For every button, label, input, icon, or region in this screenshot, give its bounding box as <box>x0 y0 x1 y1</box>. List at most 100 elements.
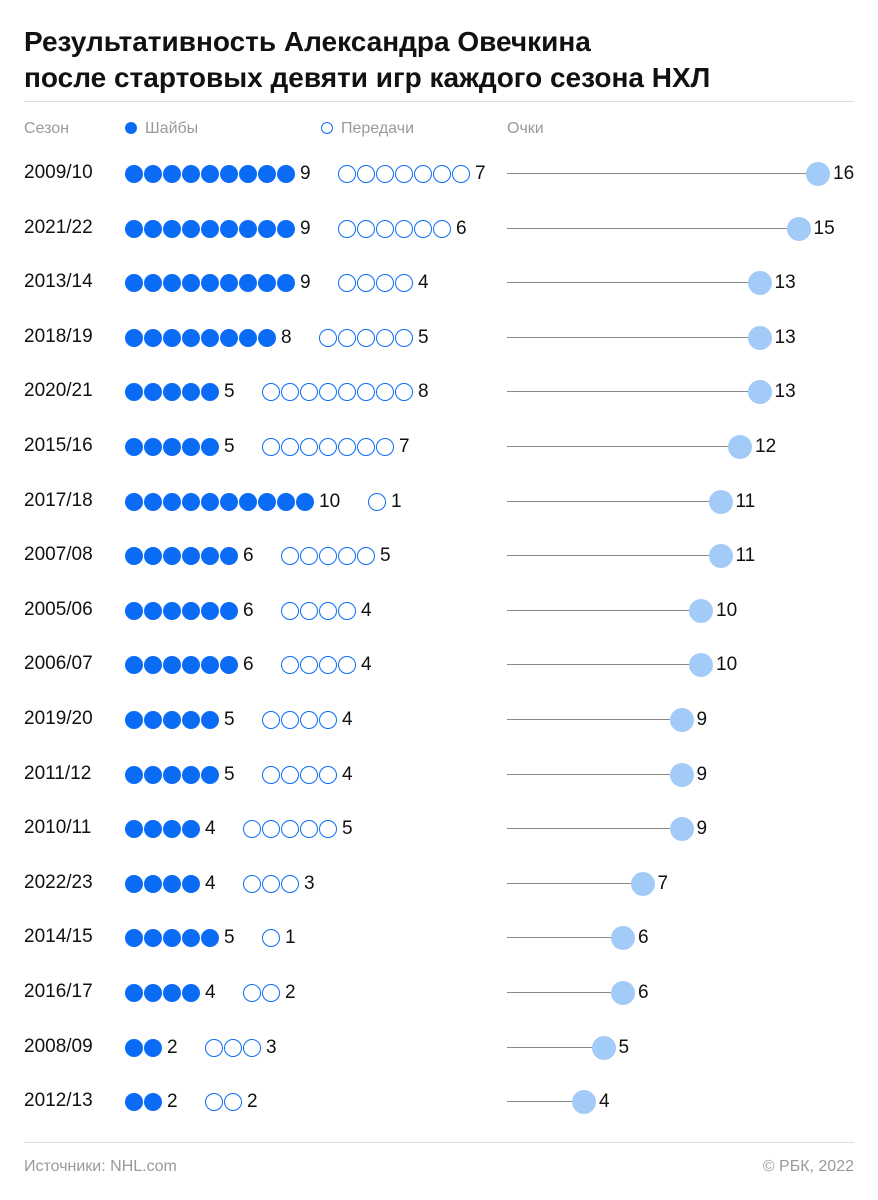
season-label: 2020/21 <box>24 380 93 402</box>
table-row: 2010/11 4 5 9 <box>0 813 878 843</box>
season-label: 2007/08 <box>24 544 93 566</box>
goal-dot <box>277 274 295 293</box>
points-dot <box>747 325 772 350</box>
assist-dot <box>224 1038 242 1057</box>
points-value: 16 <box>833 163 855 184</box>
goal-dot <box>201 219 219 238</box>
points-dot <box>786 216 811 241</box>
goal-dot <box>239 219 257 238</box>
goal-dot <box>125 165 143 183</box>
points-value: 13 <box>774 272 796 294</box>
assist-dot <box>300 438 318 456</box>
goals-value: 6 <box>243 599 254 621</box>
assist-dot <box>395 274 413 293</box>
goals-value: 4 <box>205 982 216 1003</box>
points-value: 10 <box>716 654 738 676</box>
assist-dot <box>376 274 394 293</box>
assist-dot <box>262 383 280 402</box>
assist-dot <box>433 219 451 238</box>
assist-dot <box>357 328 375 347</box>
season-label: 2022/23 <box>24 871 93 893</box>
goal-dot <box>220 547 238 566</box>
goal-dot <box>163 438 181 456</box>
assists-dots: 1 <box>262 927 296 948</box>
goal-dot <box>125 1038 143 1057</box>
assist-dot <box>262 984 280 1002</box>
goals-value: 6 <box>243 654 254 676</box>
goal-dot <box>201 656 219 675</box>
assist-dot <box>281 383 299 402</box>
points-dot <box>611 981 635 1005</box>
assist-dot <box>319 547 337 566</box>
assists-dots: 7 <box>338 163 486 184</box>
goal-dot <box>144 1038 162 1057</box>
assist-dot <box>300 711 318 729</box>
assist-dot <box>395 219 413 238</box>
assists-value: 4 <box>418 272 429 294</box>
goals-value: 6 <box>243 545 254 567</box>
assists-dots: 4 <box>262 709 353 730</box>
assists-value: 1 <box>391 490 402 512</box>
assist-dot <box>357 383 375 402</box>
goals-dots: 6 <box>125 654 254 676</box>
assists-value: 5 <box>380 545 391 567</box>
goal-dot <box>125 383 143 402</box>
goals-legend-label: Шайбы <box>145 120 199 137</box>
goals-dots: 9 <box>125 272 311 293</box>
assist-dot <box>205 1038 223 1057</box>
season-label: 2013/14 <box>24 271 93 293</box>
goal-dot <box>182 383 200 402</box>
assist-dot <box>262 438 280 456</box>
assists-value: 4 <box>361 599 372 621</box>
assist-dot <box>243 1038 261 1057</box>
goals-dots: 5 <box>125 764 235 785</box>
goal-dot <box>163 219 181 238</box>
table-row: 2020/21 5 8 13 <box>0 376 878 406</box>
goal-dot <box>182 984 200 1002</box>
table-row: 2008/09 2 3 5 <box>0 1032 878 1062</box>
assist-dot <box>281 438 299 456</box>
table-row: 2015/16 5 7 12 <box>0 431 878 461</box>
assist-dot <box>414 219 432 238</box>
goals-value: 5 <box>224 436 235 457</box>
goal-dot <box>144 165 162 183</box>
goal-dot <box>182 165 200 183</box>
assist-dot <box>338 601 356 620</box>
assist-dot <box>281 547 299 566</box>
points-value: 13 <box>774 381 796 403</box>
goal-dot <box>125 711 143 729</box>
goal-dot <box>163 492 181 511</box>
assists-dots: 5 <box>243 818 353 839</box>
goal-dot <box>182 219 200 238</box>
copyright-note: © РБК, 2022 <box>762 1158 854 1175</box>
goal-dot <box>220 656 238 675</box>
goal-dot <box>125 274 143 293</box>
table-row: 2005/06 6 4 10 <box>0 595 878 625</box>
goal-dot <box>220 601 238 620</box>
goal-dot <box>201 438 219 456</box>
assist-dot <box>281 820 299 839</box>
points-stem <box>507 773 670 775</box>
table-row: 2018/19 8 5 13 <box>0 322 878 352</box>
season-label: 2016/17 <box>24 981 93 1002</box>
points-dot <box>728 435 752 459</box>
assist-dot <box>281 601 299 620</box>
goal-dot <box>201 547 219 566</box>
goal-dot <box>220 492 238 511</box>
assist-dot <box>376 219 394 238</box>
points-value: 12 <box>755 436 777 457</box>
goal-dot <box>182 438 200 456</box>
assists-value: 2 <box>285 982 296 1003</box>
points-value: 6 <box>638 927 649 949</box>
points-stem <box>507 828 670 830</box>
goal-dot <box>182 547 200 566</box>
goals-dots: 2 <box>125 1037 178 1058</box>
goals-value: 10 <box>319 490 341 512</box>
goals-value: 9 <box>300 217 311 239</box>
season-label: 2017/18 <box>24 489 93 511</box>
points-header: Очки <box>507 120 544 137</box>
goal-dot <box>277 219 295 238</box>
assist-dot <box>319 656 337 675</box>
points-stem <box>507 555 709 557</box>
goals-dots: 6 <box>125 599 254 621</box>
